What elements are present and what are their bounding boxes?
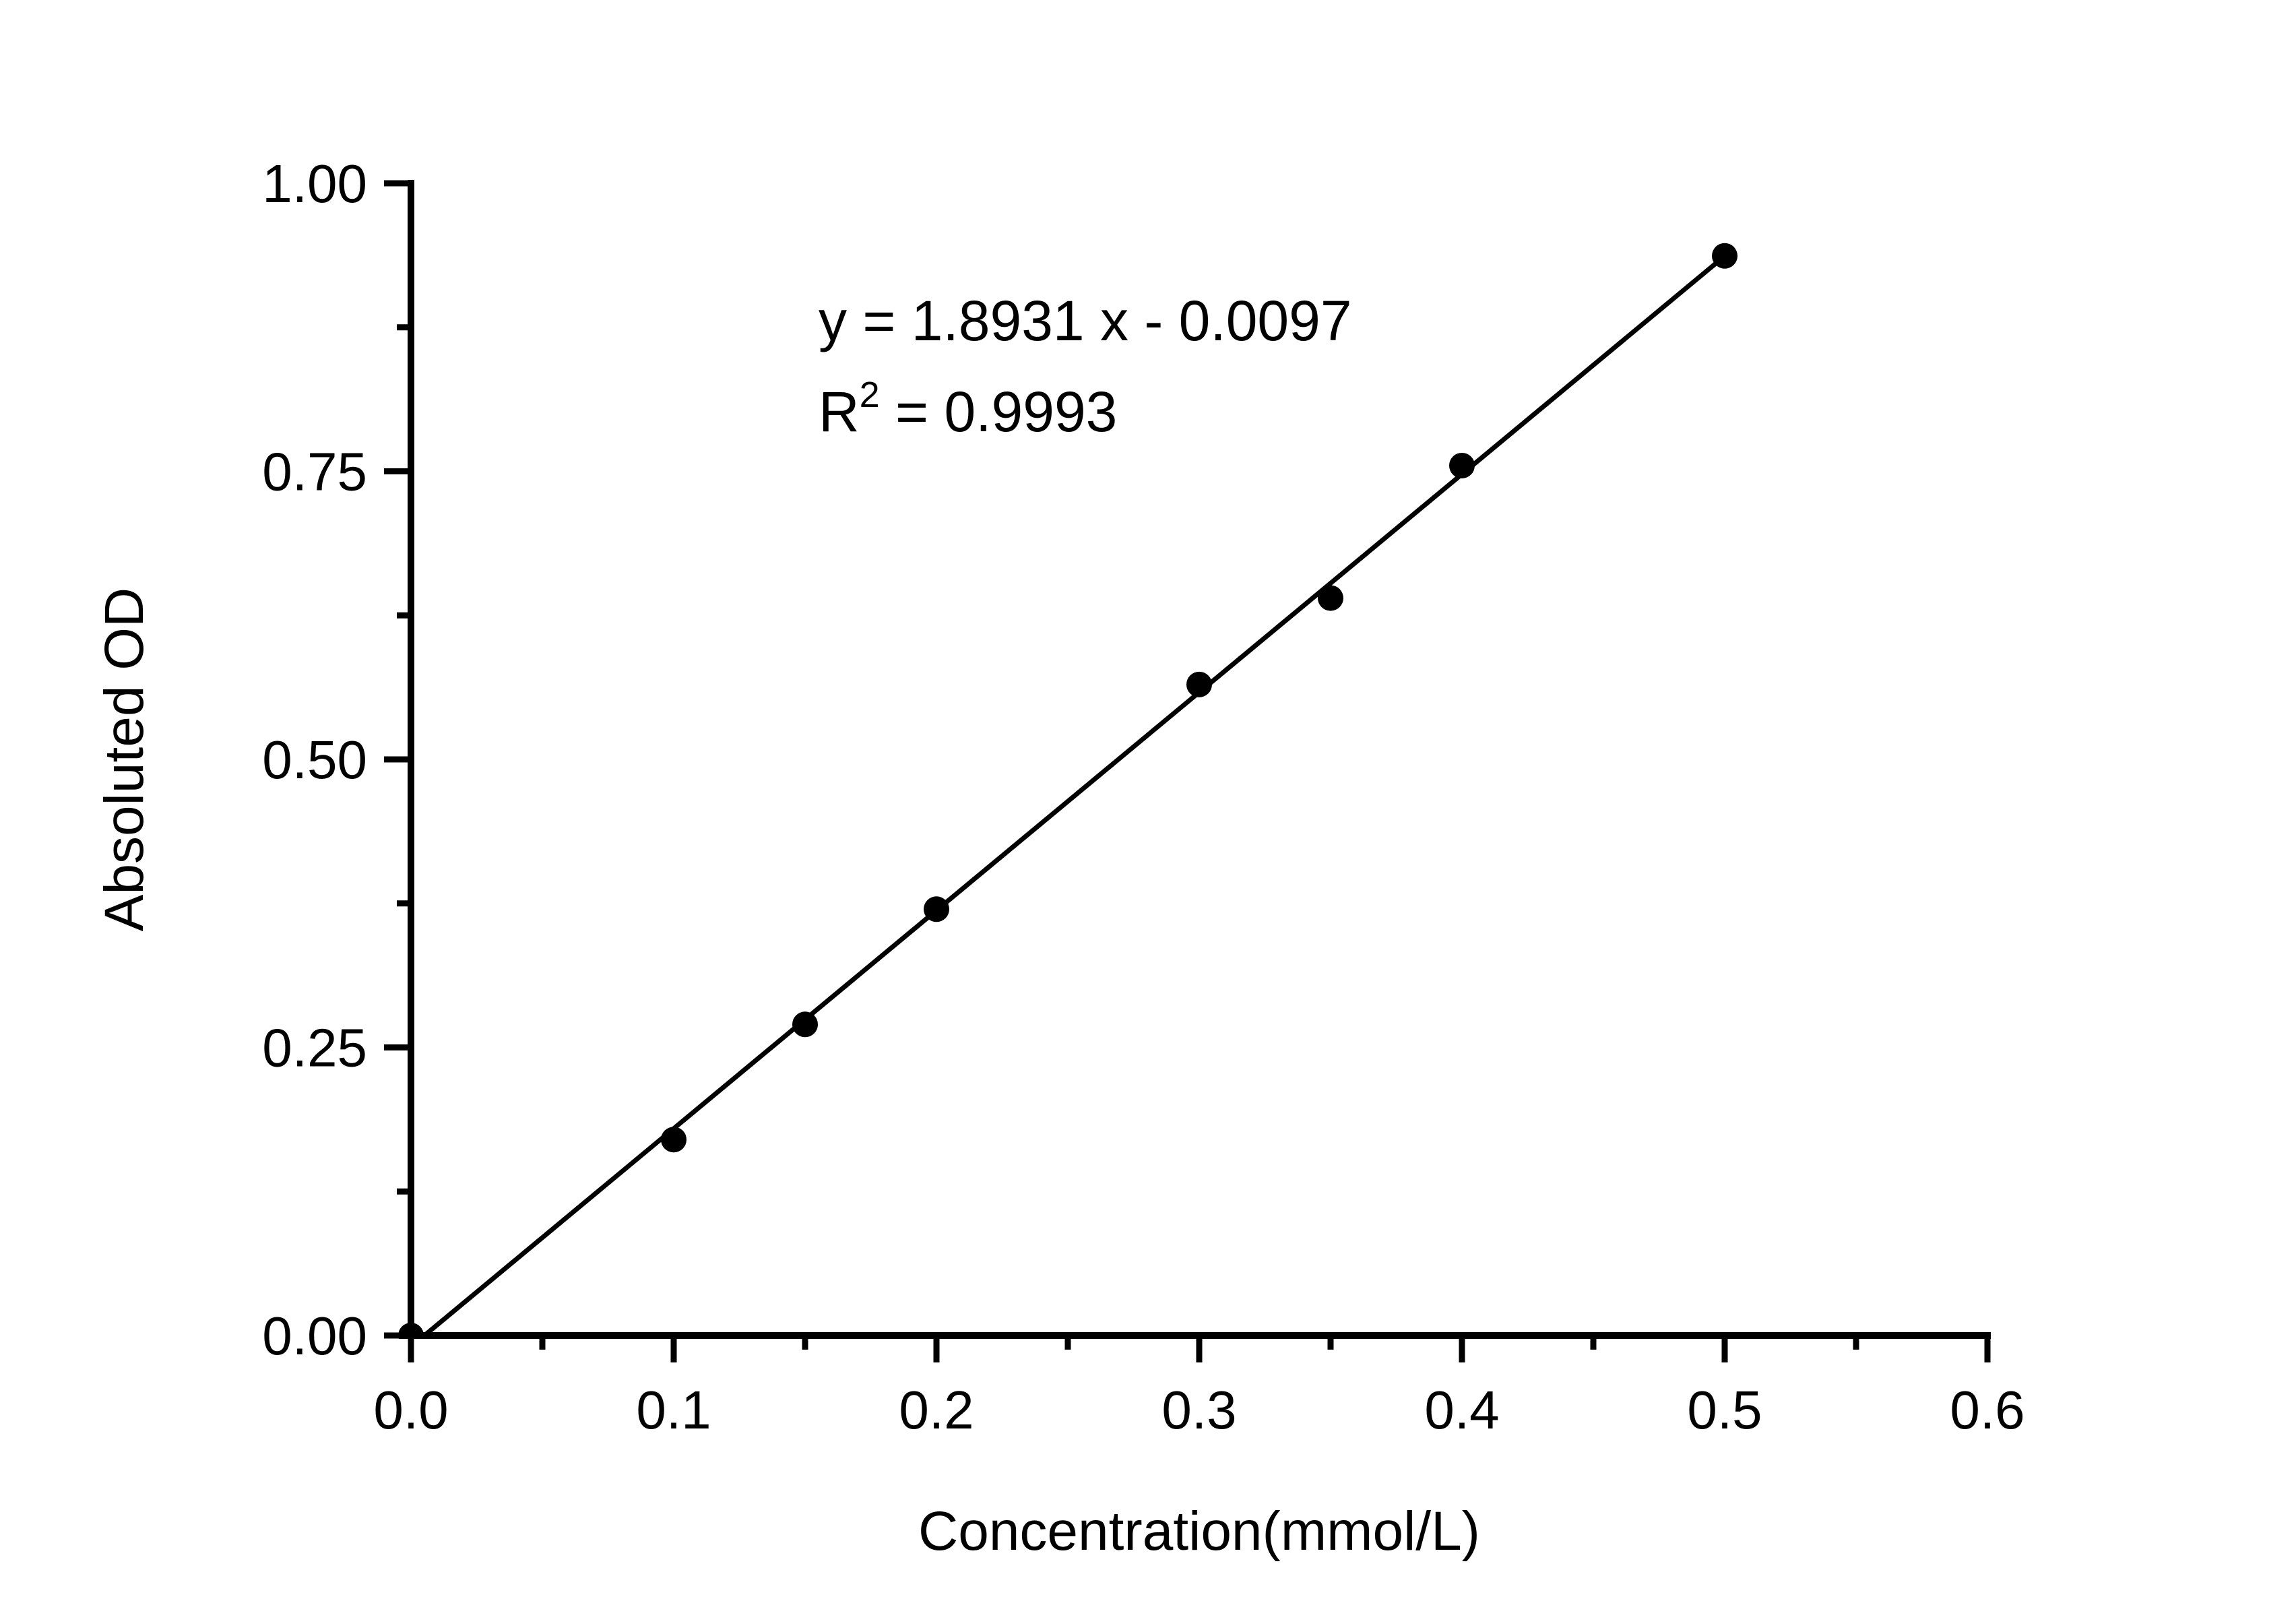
r-squared-label: R2 = 0.9993 — [819, 375, 1117, 443]
r-squared-exponent: 2 — [860, 375, 880, 415]
x-tick-label: 0.3 — [1161, 1380, 1236, 1440]
data-point — [1318, 585, 1343, 611]
x-tick-label: 0.6 — [1950, 1380, 2024, 1440]
x-tick-label: 0.5 — [1687, 1380, 1762, 1440]
data-point — [1186, 671, 1212, 697]
x-tick-label: 0.4 — [1424, 1380, 1499, 1440]
y-axis-title: Absoluted OD — [94, 588, 155, 932]
y-tick-label: 0.25 — [262, 1018, 367, 1078]
x-tick-label: 0.0 — [373, 1380, 448, 1440]
data-point — [661, 1127, 687, 1153]
x-tick-label: 0.2 — [899, 1380, 974, 1440]
data-point — [1449, 452, 1475, 478]
fit-line — [409, 254, 1727, 1349]
data-point — [924, 896, 949, 922]
x-tick-label: 0.1 — [636, 1380, 711, 1440]
y-tick-label: 0.50 — [262, 730, 367, 790]
fit-equation-label: y = 1.8931 x - 0.0097 — [819, 289, 1352, 352]
data-point — [1712, 243, 1737, 269]
y-tick-label: 0.75 — [262, 442, 367, 502]
x-axis-title: Concentration(mmol/L) — [918, 1501, 1480, 1562]
r-squared-base: R — [819, 380, 860, 443]
r-squared-value: = 0.9993 — [880, 380, 1118, 443]
data-point — [792, 1011, 818, 1038]
axis-mask — [168, 1339, 2122, 1376]
y-tick-label: 0.00 — [262, 1306, 367, 1366]
y-tick-label: 1.00 — [262, 154, 367, 214]
